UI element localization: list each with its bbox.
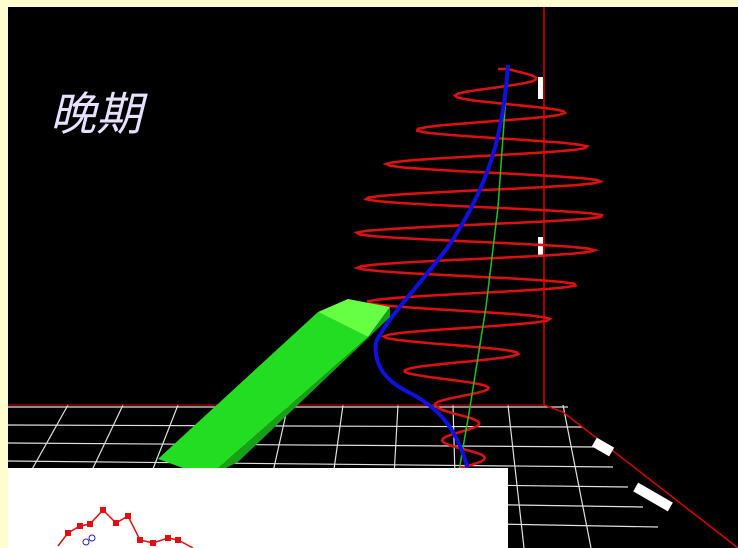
axis-tick (538, 77, 543, 99)
inset-marker-blue (82, 538, 90, 546)
grid-line (8, 442, 599, 448)
slide-title: 晚期 (50, 87, 142, 141)
axis-label-mark (633, 482, 673, 512)
grid-line (8, 460, 614, 468)
inset-plot (57, 507, 194, 548)
3d-scene (8, 7, 738, 548)
prism-top (318, 299, 390, 337)
inset-markers (65, 507, 181, 546)
grid-line (8, 424, 584, 428)
grid-line (507, 404, 525, 548)
axis-tick (538, 237, 543, 257)
axis-label-mark (591, 437, 615, 457)
prism-front (158, 312, 368, 477)
grid-line (562, 404, 592, 548)
inset-chart (8, 468, 508, 548)
green-line (457, 66, 509, 478)
scene-background (8, 7, 738, 548)
floor-axis (543, 404, 738, 548)
inset-marker-blue (88, 534, 96, 542)
blue-curve (373, 64, 510, 478)
